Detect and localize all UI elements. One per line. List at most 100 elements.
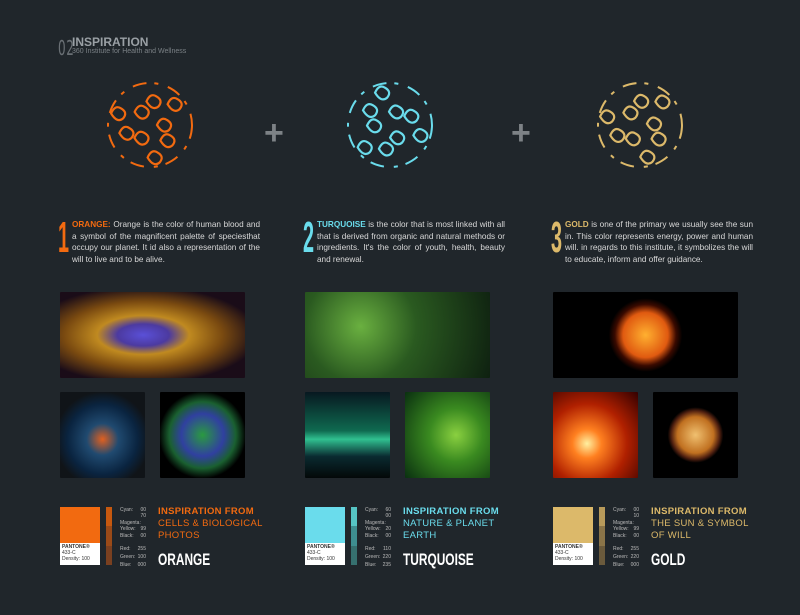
sphere-blob	[133, 130, 150, 146]
shade-bar	[351, 507, 357, 565]
rgb-label: Blue:	[365, 562, 377, 568]
rgb-label: Green:	[120, 554, 136, 560]
pantone-density: Density: 100	[62, 556, 90, 562]
page-title: INSPIRATION	[72, 35, 149, 49]
sphere-blob	[632, 93, 650, 109]
pantone-code: 433-C	[555, 550, 569, 556]
sphere-blob	[159, 133, 176, 149]
inspiration-photo-small	[653, 392, 738, 478]
rgb-value: 110	[383, 546, 391, 552]
rgb-label: Green:	[365, 554, 381, 560]
cmyk-value: 00	[633, 507, 639, 513]
cmyk-value: 99	[633, 526, 639, 533]
sphere-blob	[356, 140, 373, 156]
color-sphere-graphic	[597, 82, 683, 168]
cmyk-values: 00 Cyan: 10 Magenta: 99 Yellow: 00 Black:	[613, 507, 639, 539]
shade-step	[106, 545, 112, 565]
cmyk-label: Black:	[365, 532, 379, 539]
cmyk-value: 20	[385, 526, 391, 533]
pantone-code: 433-C	[307, 550, 321, 556]
shade-step	[351, 507, 357, 527]
sphere-blob	[638, 149, 656, 165]
cmyk-value: 00	[385, 513, 391, 520]
color-sphere-graphic	[107, 82, 193, 168]
inspiration-line: THE SUN & SYMBOL	[651, 518, 749, 529]
cmyk-label: Cyan:	[613, 507, 627, 513]
cmyk-label: Magenta:	[365, 519, 386, 526]
sphere-blob	[403, 108, 420, 124]
inspiration-title: INSPIRATION FROM	[158, 506, 254, 517]
pantone-swatch-card: PANTONE® 433-C Density: 100	[305, 507, 345, 565]
sphere-blob	[622, 105, 639, 121]
cmyk-value: 10	[633, 513, 639, 520]
inspiration-source: INSPIRATION FROM CELLS & BIOLOGICAL PHOTOS	[158, 506, 263, 542]
color-keyword: TURQUOISE	[317, 220, 366, 229]
inspiration-line: EARTH	[403, 530, 437, 541]
description-text: is one of the primary we usually see the…	[565, 220, 753, 264]
sphere-blob	[361, 103, 379, 119]
sphere-blob	[145, 94, 162, 110]
inspiration-photo-large	[305, 292, 490, 378]
sphere-blob	[377, 141, 395, 157]
sphere-blob	[598, 109, 616, 125]
rgb-value: 100	[137, 554, 146, 560]
inspiration-photo-small	[160, 392, 245, 478]
rgb-value: 255	[137, 546, 146, 552]
sphere-blob	[155, 117, 173, 133]
rgb-values: 255 Red: 100 Green: 000 Blue:	[120, 545, 146, 569]
cmyk-value: 99	[140, 526, 146, 533]
shade-bar	[106, 507, 112, 565]
cmyk-value: 70	[140, 513, 146, 520]
cmyk-values: 00 Cyan: 70 Magenta: 99 Yellow: 00 Black:	[120, 507, 146, 539]
pantone-label: PANTONE®	[555, 544, 583, 550]
pantone-density: Density: 100	[307, 556, 335, 562]
color-name: TURQUOISE	[403, 550, 474, 569]
pantone-code: 433-C	[62, 550, 76, 556]
cmyk-value: 00	[140, 507, 146, 513]
rgb-label: Blue:	[613, 562, 625, 568]
rgb-value: 235	[382, 562, 391, 568]
shade-bar	[599, 507, 605, 565]
sphere-blob	[146, 150, 163, 166]
cmyk-label: Cyan:	[365, 507, 379, 513]
plus-icon: +	[511, 114, 531, 152]
shade-step	[599, 507, 605, 527]
cmyk-label: Magenta:	[613, 519, 634, 526]
color-description: ORANGE: Orange is the color of human blo…	[72, 219, 260, 265]
cmyk-value: 00	[140, 532, 146, 539]
sphere-blob	[387, 104, 405, 120]
sphere-blob	[412, 127, 429, 144]
inspiration-photo-small	[405, 392, 490, 478]
description-text: is the color that is most linked with al…	[317, 220, 505, 264]
sphere-blob	[654, 94, 671, 110]
pantone-label: PANTONE®	[307, 544, 335, 550]
rgb-value: 000	[137, 562, 146, 568]
inspiration-photo-large	[60, 292, 245, 378]
sphere-blob	[388, 130, 406, 146]
rgb-values: 255 Red: 220 Green: 000 Blue:	[613, 545, 639, 569]
sphere-blob	[365, 118, 383, 134]
description-text: Orange is the color of human blood and a…	[72, 220, 260, 264]
sphere-blob	[166, 96, 183, 112]
cmyk-values: 60 Cyan: 00 Magenta: 20 Yellow: 00 Black:	[365, 507, 391, 539]
rgb-label: Green:	[613, 554, 629, 560]
inspiration-line: CELLS & BIOLOGICAL	[158, 518, 263, 529]
column-number: 1	[58, 213, 70, 262]
color-name: ORANGE	[158, 550, 211, 569]
color-keyword: ORANGE:	[72, 220, 111, 229]
rgb-label: Red:	[365, 546, 376, 552]
cmyk-value: 60	[385, 507, 391, 513]
rgb-value: 220	[630, 554, 639, 560]
sphere-blob	[109, 106, 127, 122]
pantone-density: Density: 100	[555, 556, 583, 562]
sphere-blob	[645, 116, 663, 132]
color-sphere-graphic	[347, 82, 433, 168]
column-number: 3	[551, 213, 563, 262]
rgb-value: 000	[630, 562, 639, 568]
inspiration-title: INSPIRATION FROM	[403, 506, 499, 517]
shade-step	[106, 526, 112, 546]
shade-step	[599, 526, 605, 546]
sphere-blob	[133, 104, 150, 120]
rgb-label: Red:	[120, 546, 131, 552]
shade-step	[599, 545, 605, 565]
